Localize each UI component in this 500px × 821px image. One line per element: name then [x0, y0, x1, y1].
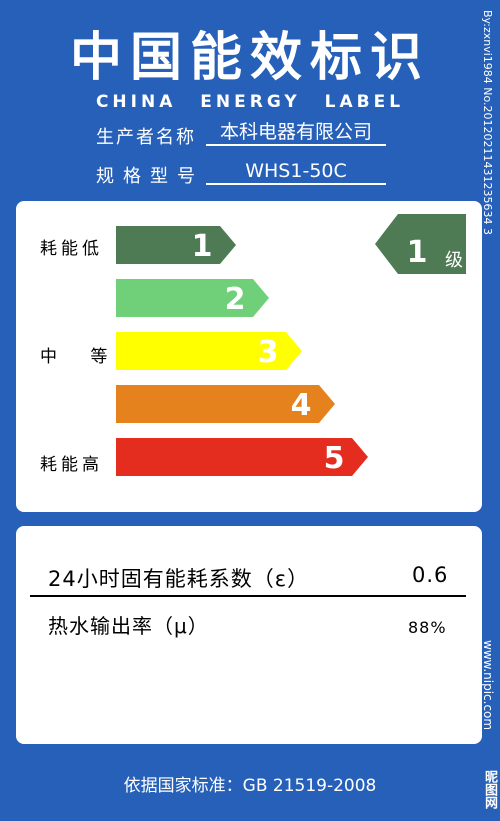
grade-bar-number-4: 4 — [291, 388, 312, 423]
manufacturer-label: 生产者名称 — [96, 127, 196, 148]
grade-bar-1 — [116, 226, 236, 264]
grade-bar-number-1: 1 — [192, 229, 213, 264]
watermark-logo: 昵图网 — [482, 770, 497, 809]
grade-bar-number-3: 3 — [258, 335, 279, 370]
divider — [30, 595, 466, 597]
energy-coefficient-value: 0.6 — [412, 563, 449, 587]
grade-bar-3 — [116, 332, 302, 370]
watermark-id-text: By:zxnvi1984 No.20120211431235634 3 — [481, 10, 494, 236]
hot-water-output-value: 88% — [408, 618, 447, 637]
watermark-url-text: www.nipic.com — [481, 640, 495, 731]
manufacturer-value: 本科电器有限公司 — [206, 120, 386, 146]
hot-water-output-label: 热水输出率（μ） — [48, 614, 209, 638]
energy-coefficient-label: 24小时固有能耗系数（ε） — [48, 567, 310, 591]
model-label: 规格型号 — [96, 166, 204, 187]
grade-low-label: 耗能低 — [40, 239, 103, 259]
label-title-cn: 中国能效标识 — [69, 28, 430, 88]
rating-unit: 级 — [445, 250, 463, 271]
grade-mid-label: 中 等 — [40, 347, 122, 367]
grade-bar-number-2: 2 — [225, 282, 246, 317]
label-title-en: CHINA ENERGY LABEL — [95, 92, 405, 112]
grade-bar-number-5: 5 — [324, 441, 345, 476]
grade-bar-2 — [116, 279, 269, 317]
rating-number: 1 — [407, 235, 428, 270]
rating-arrow — [375, 214, 466, 274]
grade-bar-5 — [116, 438, 368, 476]
standard-footer: 依据国家标准：GB 21519-2008 — [123, 776, 377, 796]
model-value: WHS1-50C — [206, 159, 386, 185]
grade-bar-4 — [116, 385, 335, 423]
metrics-panel — [16, 526, 482, 744]
grade-high-label: 耗能高 — [40, 455, 103, 475]
